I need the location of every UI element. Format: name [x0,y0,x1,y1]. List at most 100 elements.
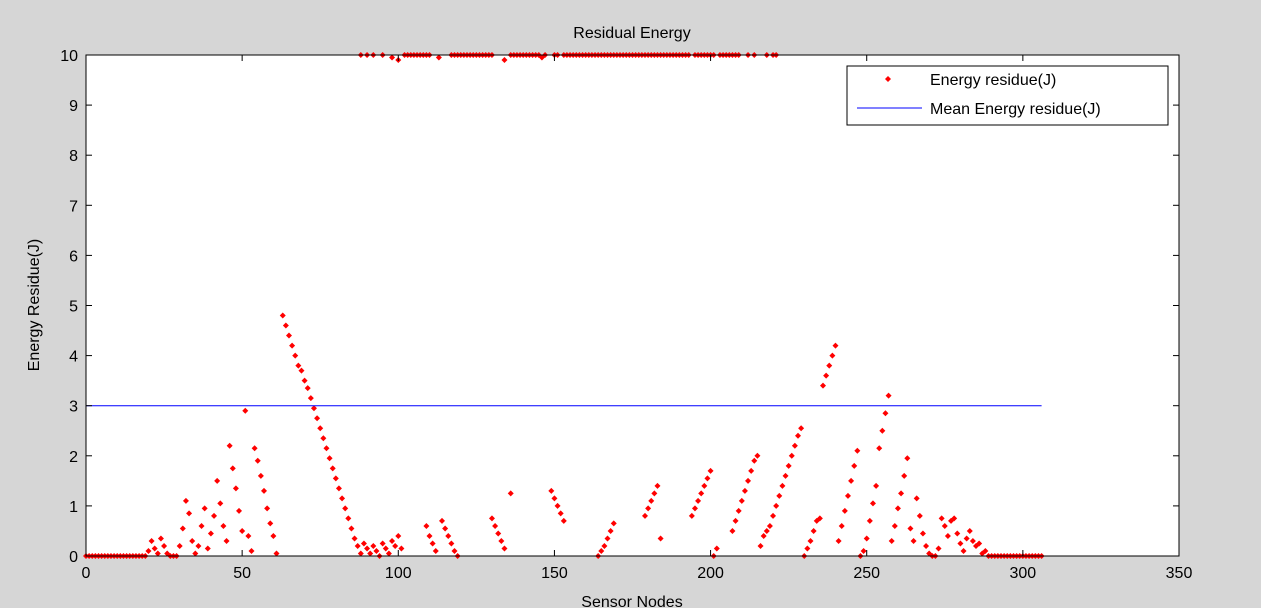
energy-residue-point [757,542,764,549]
energy-residue-point [314,415,321,422]
x-axis-label: Sensor Nodes [581,594,682,608]
legend: Energy residue(J) Mean Energy residue(J) [846,65,1169,126]
energy-residue-point [960,547,967,554]
energy-residue-point [848,477,855,484]
energy-residue-point [292,352,299,359]
energy-residue-point [763,527,770,534]
energy-residue-point [335,485,342,492]
energy-residue-point [326,455,333,462]
energy-residue-point [882,410,889,417]
energy-residue-point [888,537,895,544]
energy-residue-point [389,537,396,544]
energy-residue-point [295,362,302,369]
energy-residue-point [770,512,777,519]
energy-residue-point [854,447,861,454]
energy-residue-point [873,482,880,489]
energy-residue-point [323,445,330,452]
energy-residue-point [251,445,258,452]
energy-residue-point [264,505,271,512]
energy-residue-point [254,457,261,464]
legend-label-mean-energy-residue: Mean Energy residue(J) [930,101,1101,118]
energy-residue-point [445,532,452,539]
energy-residue-point [435,54,442,61]
energy-residue-point [217,500,224,507]
energy-residue-point [439,517,446,524]
energy-residue-point [179,525,186,532]
energy-residue-point [351,535,358,542]
energy-residue-point [257,472,264,479]
energy-residue-point [804,545,811,552]
energy-residue-point [360,540,367,547]
energy-residue-point [501,545,508,552]
energy-residue-point [713,545,720,552]
energy-residue-point [598,547,605,554]
y-tick-label: 8 [69,148,78,165]
y-tick-label: 1 [69,499,78,516]
energy-residue-point [176,542,183,549]
energy-residue-point [776,492,783,499]
energy-residue-point [698,490,705,497]
energy-residue-point [823,372,830,379]
energy-residue-point [429,540,436,547]
energy-residue-point [863,535,870,542]
plot-layer [83,52,1045,559]
x-tick-label: 350 [1166,565,1193,582]
energy-residue-point [604,535,611,542]
y-tick-label: 9 [69,98,78,115]
energy-residue-point [657,535,664,542]
energy-residue-point [966,527,973,534]
energy-residue-point [345,515,352,522]
energy-residue-point [373,547,380,554]
energy-residue-point [941,522,948,529]
energy-residue-point [270,532,277,539]
energy-residue-point [645,505,652,512]
chart-title: Residual Energy [573,25,690,42]
y-axis-label: Energy Residue(J) [26,239,43,372]
energy-residue-point [963,535,970,542]
energy-residue-point [745,477,752,484]
energy-residue-point [317,425,324,432]
energy-residue-point [841,507,848,514]
energy-residue-point [382,545,389,552]
energy-residue-point [838,522,845,529]
energy-residue-point [982,547,989,554]
energy-residue-point [560,517,567,524]
energy-residue-point [301,377,308,384]
energy-residue-point [851,462,858,469]
energy-residue-point [829,352,836,359]
y-tick-label: 2 [69,449,78,466]
energy-residue-point [451,547,458,554]
x-tick-label: 150 [541,565,568,582]
energy-residue-point [495,530,502,537]
energy-residue-point [385,550,392,557]
energy-residue-point [267,520,274,527]
energy-residue-point [492,522,499,529]
energy-residue-point [748,467,755,474]
energy-residue-point [423,522,430,529]
legend-marker-energy-residue [885,76,891,82]
energy-residue-point [342,505,349,512]
legend-box [846,65,1169,126]
x-tick-label: 200 [697,565,724,582]
energy-residue-point [207,530,214,537]
y-tick-label: 0 [69,549,78,566]
energy-residue-point [389,54,396,61]
energy-residue-point [348,525,355,532]
energy-residue-point [289,342,296,349]
energy-residue-point [232,485,239,492]
energy-residue-point [370,542,377,549]
energy-residue-point [551,495,558,502]
energy-residue-point [236,507,243,514]
energy-residue-point [354,542,361,549]
energy-residue-point [273,550,280,557]
energy-residue-point [807,537,814,544]
energy-residue-point [860,547,867,554]
energy-residue-point [261,487,268,494]
energy-residue-point [766,522,773,529]
energy-residue-point [788,452,795,459]
energy-residue-point [245,532,252,539]
energy-residue-point [760,532,767,539]
ticks-layer: 0 50 100 150 200 250 300 350 0 1 2 3 4 5 6 7 8 9 10 [60,48,1192,582]
energy-residue-point [901,472,908,479]
